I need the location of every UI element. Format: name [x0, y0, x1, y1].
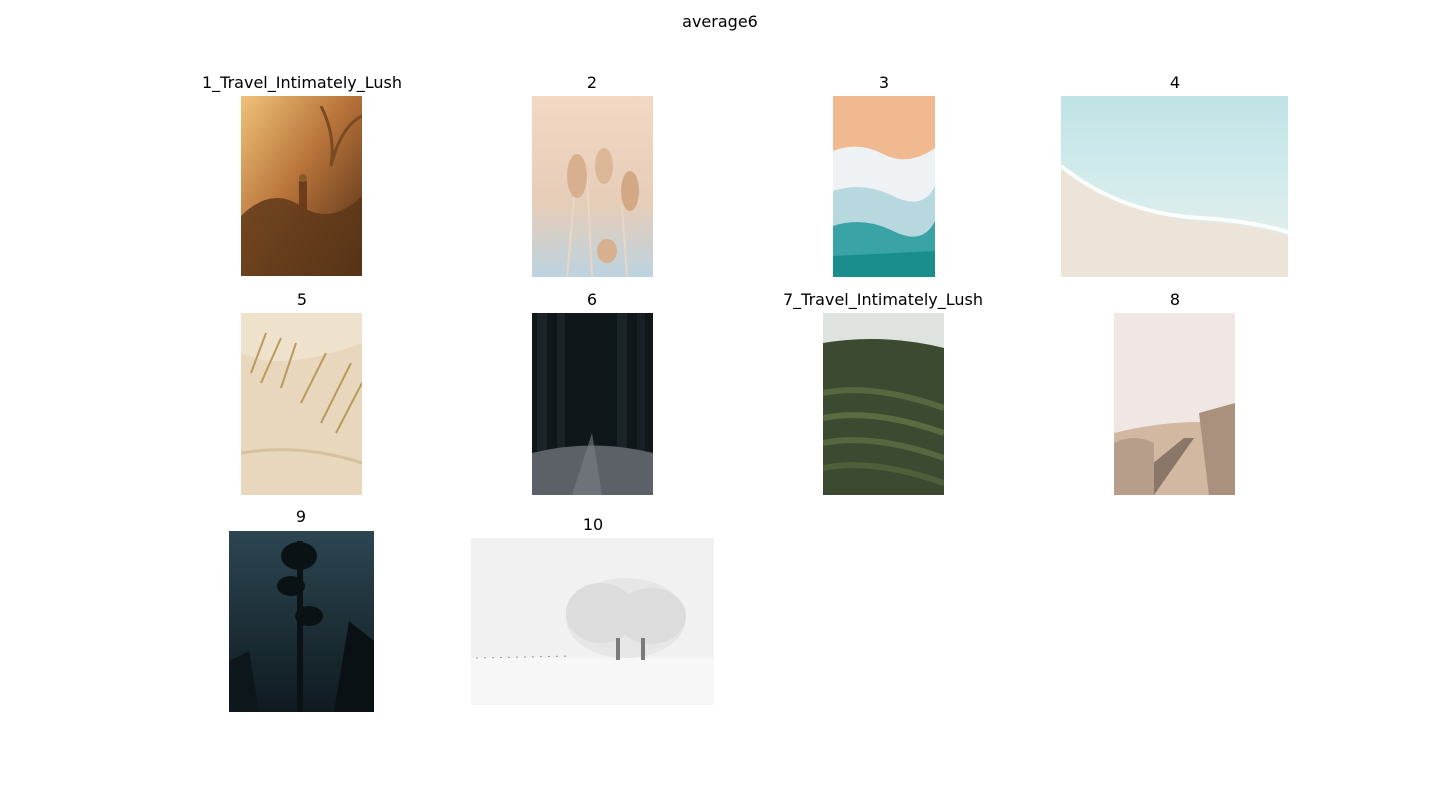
- thumbnail-label-9: 9: [295, 507, 307, 526]
- thumbnail-image-4: [1061, 96, 1288, 277]
- thumbnail-label-10: 10: [582, 515, 604, 534]
- thumbnail-label-5: 5: [296, 290, 308, 309]
- thumbnail-image-10: [471, 538, 714, 705]
- thumbnail-label-1: 1_Travel_Intimately_Lush: [202, 73, 402, 92]
- thumbnail-label-2: 2: [586, 73, 598, 92]
- thumbnail-image-9: [229, 531, 374, 712]
- thumbnail-label-3: 3: [878, 73, 890, 92]
- thumbnail-image-1: [241, 96, 362, 276]
- thumbnail-label-4: 4: [1169, 73, 1181, 92]
- thumbnail-label-6: 6: [586, 290, 598, 309]
- thumbnail-label-8: 8: [1169, 290, 1181, 309]
- thumbnail-image-8: [1114, 313, 1235, 495]
- thumbnail-image-6: [532, 313, 653, 495]
- thumbnail-label-7: 7_Travel_Intimately_Lush: [783, 290, 983, 309]
- thumbnail-image-5: [241, 313, 362, 495]
- thumbnail-image-7: [823, 313, 944, 495]
- thumbnail-image-3: [833, 96, 935, 277]
- thumbnail-image-2: [532, 96, 653, 277]
- figure-title: average6: [682, 12, 758, 31]
